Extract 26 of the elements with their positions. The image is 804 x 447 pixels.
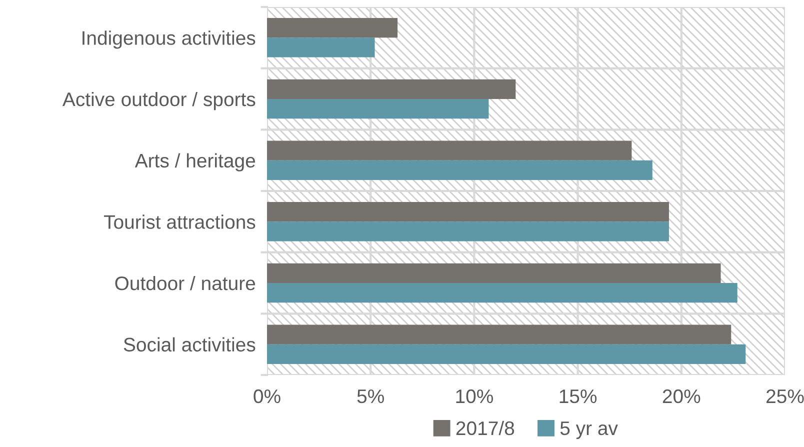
y-tick-label: Tourist attractions: [104, 214, 256, 229]
x-tick-label: 10%: [456, 389, 493, 404]
bar: [267, 283, 738, 303]
x-tick-label: 0%: [254, 389, 280, 404]
bar: [267, 222, 669, 242]
bar: [267, 324, 732, 344]
legend-label: 2017/8: [456, 420, 514, 436]
x-tick-label: 20%: [662, 389, 700, 404]
bar: [267, 140, 632, 160]
bar: [267, 160, 652, 180]
bar: [267, 202, 669, 222]
legend-label: 5 yr av: [560, 422, 618, 439]
x-tick-label: 25%: [766, 389, 804, 404]
bar: [267, 79, 516, 99]
y-tick-label: Arts / heritage: [134, 153, 256, 172]
bar: [267, 99, 489, 119]
y-tick-label: Outdoor / nature: [115, 276, 256, 290]
x-tick-label: 15%: [560, 389, 597, 404]
y-tick-label: Indigenous activities: [82, 30, 256, 49]
x-tick-label: 5%: [357, 389, 384, 404]
bar: [267, 344, 746, 364]
bar: [267, 38, 375, 58]
y-tick-label: Social activities: [124, 337, 256, 352]
y-tick-label: Active outdoor / sports: [62, 92, 256, 110]
bar: [267, 18, 398, 38]
bar: [267, 263, 721, 283]
